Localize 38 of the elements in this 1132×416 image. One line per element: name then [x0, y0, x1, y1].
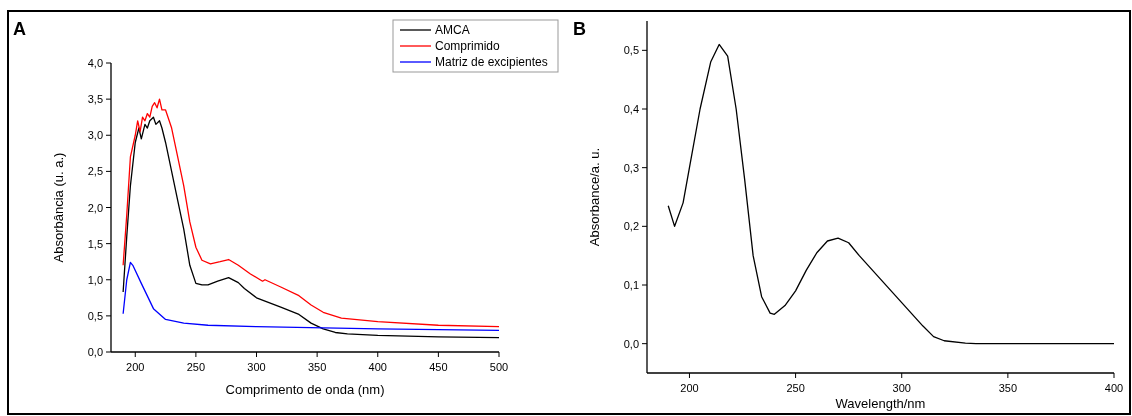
y-tick-label: 3,5: [87, 93, 103, 106]
x-tick-label: 400: [1104, 382, 1124, 394]
y-tick-label: 0,2: [623, 220, 639, 233]
x-tick-label: 200: [126, 361, 145, 373]
y-tick-label: 4,0: [87, 57, 103, 69]
x-tick-label: 250: [186, 361, 206, 373]
legend-label: Comprimido: [435, 39, 501, 53]
y-axis-title: Absorbance/a. u.: [587, 147, 602, 247]
x-tick-label: 300: [892, 382, 911, 394]
x-tick-label: 350: [998, 382, 1018, 394]
y-tick-label: 0,0: [623, 337, 639, 350]
y-tick-label: 0,4: [623, 103, 639, 115]
y-tick-label: 3,0: [87, 129, 103, 142]
line-series: [122, 261, 499, 331]
legend-label: AMCA: [435, 23, 470, 37]
text: B: [573, 19, 586, 39]
x-tick-label: 400: [368, 361, 387, 373]
x-tick-label: 500: [489, 361, 509, 373]
x-tick-label: 300: [247, 361, 266, 373]
x-axis-title: Wavelength/nm: [835, 396, 926, 411]
y-tick-label: 2,5: [87, 165, 103, 178]
y-tick-label: 1,5: [87, 237, 103, 250]
x-tick-label: 200: [680, 382, 699, 394]
text: A: [13, 19, 26, 39]
legend-label: Matriz de excipientes: [435, 55, 548, 69]
y-tick-label: 0,0: [87, 346, 103, 358]
y-tick-label: 1,0: [87, 273, 103, 286]
y-tick-label: 0,5: [87, 309, 103, 322]
x-tick-label: 450: [429, 361, 448, 373]
y-tick-label: 0,1: [623, 279, 639, 291]
y-axis-title: Absorbância (u. a.): [51, 152, 66, 263]
line-series: [667, 43, 1114, 345]
x-tick-label: 350: [307, 361, 327, 373]
x-axis-title: Comprimento de onda (nm): [225, 382, 385, 397]
x-tick-label: 250: [786, 382, 805, 394]
y-tick-label: 0,3: [623, 161, 639, 174]
y-tick-label: 2,0: [87, 201, 103, 214]
y-tick-label: 0,5: [623, 44, 639, 57]
